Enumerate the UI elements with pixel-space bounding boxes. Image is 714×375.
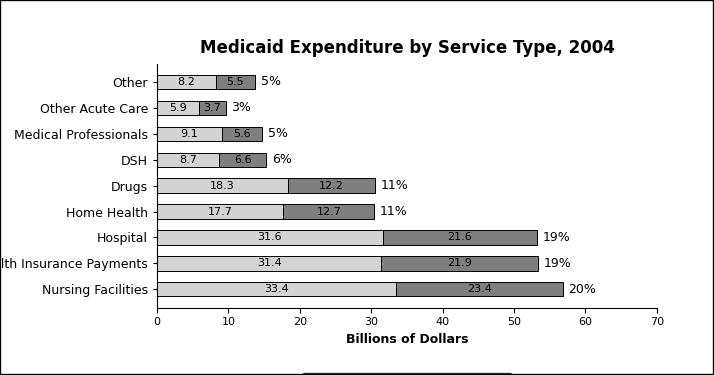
Bar [219, 153, 266, 167]
Legend: Federal Share, State Share: Federal Share, State Share [302, 373, 512, 375]
Bar [157, 127, 222, 141]
Title: Medicaid Expenditure by Service Type, 2004: Medicaid Expenditure by Service Type, 20… [199, 39, 615, 57]
Bar [157, 282, 396, 296]
Text: 19%: 19% [543, 231, 570, 244]
Bar [157, 178, 288, 193]
Text: 5%: 5% [261, 75, 281, 88]
Text: 21.6: 21.6 [448, 232, 472, 243]
Text: 3.7: 3.7 [203, 103, 221, 113]
Text: 8.2: 8.2 [177, 77, 196, 87]
Bar [381, 256, 538, 270]
Text: 12.2: 12.2 [319, 181, 343, 190]
Text: 5.9: 5.9 [169, 103, 187, 113]
Text: 20%: 20% [568, 283, 596, 296]
Text: 6%: 6% [272, 153, 292, 166]
Text: 33.4: 33.4 [264, 284, 288, 294]
Text: 3%: 3% [231, 101, 251, 114]
Bar [222, 127, 262, 141]
Text: 17.7: 17.7 [208, 207, 233, 216]
Text: 11%: 11% [381, 179, 408, 192]
X-axis label: Billions of Dollars: Billions of Dollars [346, 333, 468, 346]
Bar [216, 75, 255, 89]
Text: 11%: 11% [380, 205, 408, 218]
Text: 19%: 19% [543, 257, 571, 270]
Bar [396, 282, 563, 296]
Text: 5.5: 5.5 [226, 77, 244, 87]
Text: 5.6: 5.6 [233, 129, 251, 139]
Bar [199, 101, 226, 115]
Text: 31.4: 31.4 [257, 258, 281, 268]
Bar [288, 178, 375, 193]
Text: 18.3: 18.3 [210, 181, 235, 190]
Bar [383, 230, 537, 244]
Text: 9.1: 9.1 [181, 129, 198, 139]
Bar [157, 75, 216, 89]
Text: 31.6: 31.6 [258, 232, 282, 243]
Bar [157, 256, 381, 270]
Text: 21.9: 21.9 [447, 258, 472, 268]
Text: 5%: 5% [268, 127, 288, 140]
Text: 6.6: 6.6 [234, 155, 251, 165]
Text: 8.7: 8.7 [179, 155, 197, 165]
Bar [157, 153, 219, 167]
Bar [157, 204, 283, 219]
Bar [157, 101, 199, 115]
Text: 23.4: 23.4 [467, 284, 491, 294]
Text: 12.7: 12.7 [316, 207, 341, 216]
Bar [283, 204, 374, 219]
Bar [157, 230, 383, 244]
